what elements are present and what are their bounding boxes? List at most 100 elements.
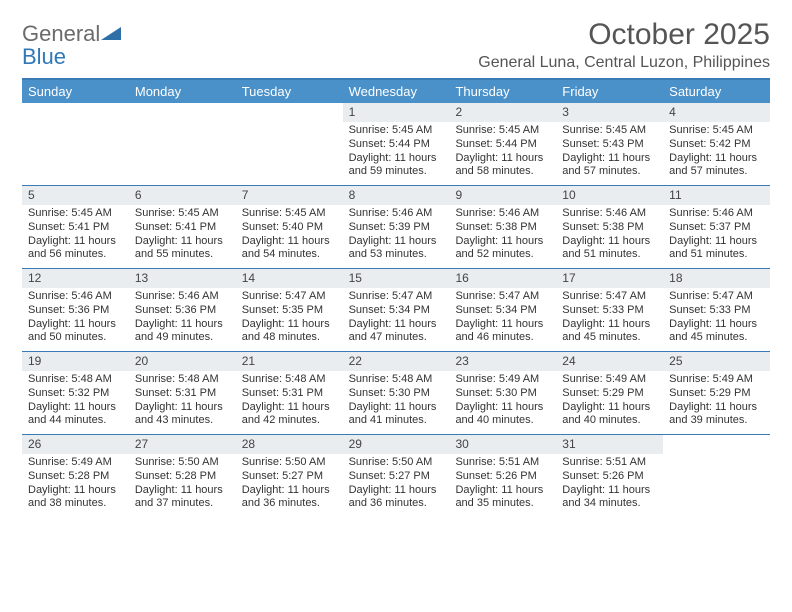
- calendar-day-cell: 5Sunrise: 5:45 AMSunset: 5:41 PMDaylight…: [22, 186, 129, 268]
- sunset-text: Sunset: 5:29 PM: [562, 387, 657, 401]
- sunset-text: Sunset: 5:42 PM: [669, 138, 764, 152]
- day-number: 18: [663, 269, 770, 288]
- sunrise-text: Sunrise: 5:46 AM: [135, 290, 230, 304]
- calendar-day-cell: 12Sunrise: 5:46 AMSunset: 5:36 PMDayligh…: [22, 269, 129, 351]
- sunrise-text: Sunrise: 5:45 AM: [669, 124, 764, 138]
- day-header: Monday: [129, 80, 236, 103]
- sunset-text: Sunset: 5:28 PM: [135, 470, 230, 484]
- day-number: 23: [449, 352, 556, 371]
- sunset-text: Sunset: 5:43 PM: [562, 138, 657, 152]
- sunset-text: Sunset: 5:38 PM: [562, 221, 657, 235]
- calendar-day-cell: 9Sunrise: 5:46 AMSunset: 5:38 PMDaylight…: [449, 186, 556, 268]
- day-body: Sunrise: 5:47 AMSunset: 5:35 PMDaylight:…: [236, 288, 343, 351]
- calendar-grid: Sunday Monday Tuesday Wednesday Thursday…: [22, 78, 770, 517]
- sunset-text: Sunset: 5:34 PM: [455, 304, 550, 318]
- day-body: Sunrise: 5:51 AMSunset: 5:26 PMDaylight:…: [556, 454, 663, 517]
- brand-triangle-icon: [101, 22, 121, 45]
- day-body: Sunrise: 5:47 AMSunset: 5:33 PMDaylight:…: [663, 288, 770, 351]
- calendar-day-cell: 10Sunrise: 5:46 AMSunset: 5:38 PMDayligh…: [556, 186, 663, 268]
- sunrise-text: Sunrise: 5:45 AM: [242, 207, 337, 221]
- calendar-day-cell: 31Sunrise: 5:51 AMSunset: 5:26 PMDayligh…: [556, 435, 663, 517]
- sunrise-text: Sunrise: 5:49 AM: [669, 373, 764, 387]
- daylight-text: Daylight: 11 hours and 37 minutes.: [135, 484, 230, 512]
- day-number: 19: [22, 352, 129, 371]
- calendar-day-cell: [22, 103, 129, 185]
- sunrise-text: Sunrise: 5:48 AM: [349, 373, 444, 387]
- calendar-day-cell: 4Sunrise: 5:45 AMSunset: 5:42 PMDaylight…: [663, 103, 770, 185]
- sunset-text: Sunset: 5:34 PM: [349, 304, 444, 318]
- calendar-page: General Blue October 2025 General Luna, …: [0, 0, 792, 527]
- daylight-text: Daylight: 11 hours and 46 minutes.: [455, 318, 550, 346]
- day-number: 15: [343, 269, 450, 288]
- sunrise-text: Sunrise: 5:48 AM: [28, 373, 123, 387]
- day-header: Wednesday: [343, 80, 450, 103]
- calendar-header-row: Sunday Monday Tuesday Wednesday Thursday…: [22, 80, 770, 103]
- day-number: 12: [22, 269, 129, 288]
- calendar-day-cell: 20Sunrise: 5:48 AMSunset: 5:31 PMDayligh…: [129, 352, 236, 434]
- daylight-text: Daylight: 11 hours and 44 minutes.: [28, 401, 123, 429]
- sunrise-text: Sunrise: 5:51 AM: [455, 456, 550, 470]
- day-number: 8: [343, 186, 450, 205]
- day-number: [236, 103, 343, 122]
- sunset-text: Sunset: 5:31 PM: [242, 387, 337, 401]
- calendar-day-cell: 17Sunrise: 5:47 AMSunset: 5:33 PMDayligh…: [556, 269, 663, 351]
- day-body: [129, 122, 236, 130]
- sunset-text: Sunset: 5:37 PM: [669, 221, 764, 235]
- day-body: Sunrise: 5:51 AMSunset: 5:26 PMDaylight:…: [449, 454, 556, 517]
- sunrise-text: Sunrise: 5:45 AM: [349, 124, 444, 138]
- day-header: Thursday: [449, 80, 556, 103]
- sunset-text: Sunset: 5:36 PM: [135, 304, 230, 318]
- sunset-text: Sunset: 5:41 PM: [135, 221, 230, 235]
- day-body: [663, 454, 770, 462]
- month-title: October 2025: [478, 18, 770, 52]
- sunrise-text: Sunrise: 5:51 AM: [562, 456, 657, 470]
- day-body: Sunrise: 5:45 AMSunset: 5:43 PMDaylight:…: [556, 122, 663, 185]
- sunset-text: Sunset: 5:26 PM: [455, 470, 550, 484]
- sunset-text: Sunset: 5:38 PM: [455, 221, 550, 235]
- brand-logo: General Blue: [22, 22, 121, 68]
- calendar-day-cell: 8Sunrise: 5:46 AMSunset: 5:39 PMDaylight…: [343, 186, 450, 268]
- sunrise-text: Sunrise: 5:45 AM: [562, 124, 657, 138]
- calendar-day-cell: 25Sunrise: 5:49 AMSunset: 5:29 PMDayligh…: [663, 352, 770, 434]
- daylight-text: Daylight: 11 hours and 49 minutes.: [135, 318, 230, 346]
- sunrise-text: Sunrise: 5:48 AM: [242, 373, 337, 387]
- sunrise-text: Sunrise: 5:48 AM: [135, 373, 230, 387]
- day-number: 25: [663, 352, 770, 371]
- daylight-text: Daylight: 11 hours and 57 minutes.: [562, 152, 657, 180]
- calendar-day-cell: [236, 103, 343, 185]
- daylight-text: Daylight: 11 hours and 42 minutes.: [242, 401, 337, 429]
- sunset-text: Sunset: 5:28 PM: [28, 470, 123, 484]
- day-number: [663, 435, 770, 454]
- day-body: Sunrise: 5:47 AMSunset: 5:34 PMDaylight:…: [343, 288, 450, 351]
- sunrise-text: Sunrise: 5:50 AM: [135, 456, 230, 470]
- calendar-week-row: 5Sunrise: 5:45 AMSunset: 5:41 PMDaylight…: [22, 186, 770, 269]
- sunset-text: Sunset: 5:39 PM: [349, 221, 444, 235]
- day-body: Sunrise: 5:45 AMSunset: 5:44 PMDaylight:…: [343, 122, 450, 185]
- day-number: 29: [343, 435, 450, 454]
- day-number: 9: [449, 186, 556, 205]
- sunrise-text: Sunrise: 5:47 AM: [669, 290, 764, 304]
- day-body: Sunrise: 5:49 AMSunset: 5:30 PMDaylight:…: [449, 371, 556, 434]
- sunset-text: Sunset: 5:36 PM: [28, 304, 123, 318]
- calendar-day-cell: [129, 103, 236, 185]
- daylight-text: Daylight: 11 hours and 39 minutes.: [669, 401, 764, 429]
- calendar-day-cell: 6Sunrise: 5:45 AMSunset: 5:41 PMDaylight…: [129, 186, 236, 268]
- day-body: Sunrise: 5:46 AMSunset: 5:39 PMDaylight:…: [343, 205, 450, 268]
- sunrise-text: Sunrise: 5:46 AM: [562, 207, 657, 221]
- day-number: [22, 103, 129, 122]
- day-number: 31: [556, 435, 663, 454]
- calendar-day-cell: 22Sunrise: 5:48 AMSunset: 5:30 PMDayligh…: [343, 352, 450, 434]
- daylight-text: Daylight: 11 hours and 38 minutes.: [28, 484, 123, 512]
- day-body: Sunrise: 5:45 AMSunset: 5:40 PMDaylight:…: [236, 205, 343, 268]
- day-number: 24: [556, 352, 663, 371]
- sunset-text: Sunset: 5:27 PM: [242, 470, 337, 484]
- sunrise-text: Sunrise: 5:45 AM: [455, 124, 550, 138]
- day-number: 3: [556, 103, 663, 122]
- sunrise-text: Sunrise: 5:49 AM: [455, 373, 550, 387]
- daylight-text: Daylight: 11 hours and 43 minutes.: [135, 401, 230, 429]
- daylight-text: Daylight: 11 hours and 40 minutes.: [455, 401, 550, 429]
- daylight-text: Daylight: 11 hours and 35 minutes.: [455, 484, 550, 512]
- day-body: Sunrise: 5:46 AMSunset: 5:36 PMDaylight:…: [129, 288, 236, 351]
- day-body: Sunrise: 5:48 AMSunset: 5:32 PMDaylight:…: [22, 371, 129, 434]
- sunset-text: Sunset: 5:27 PM: [349, 470, 444, 484]
